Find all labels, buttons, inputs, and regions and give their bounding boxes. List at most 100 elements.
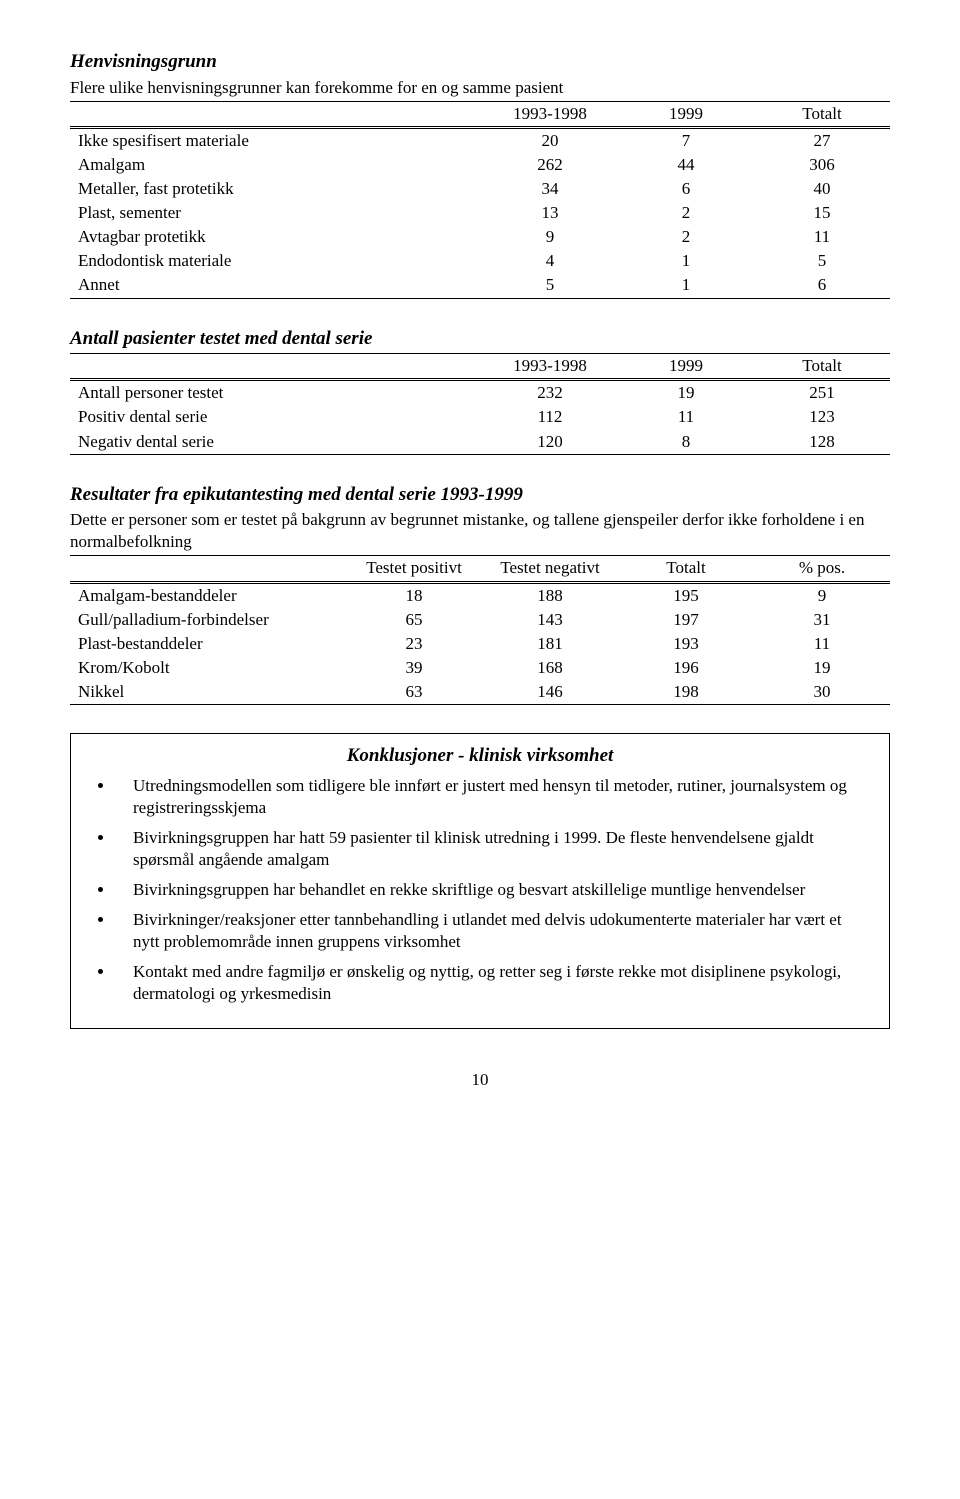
section3-intro: Dette er personer som er testet på bakgr…: [70, 509, 890, 553]
col-blank: [70, 101, 482, 127]
cell: 195: [618, 582, 754, 608]
cell: 2: [618, 225, 754, 249]
cell-label: Amalgam-bestanddeler: [70, 582, 346, 608]
table-row: Avtagbar protetikk9211: [70, 225, 890, 249]
table-row: Antall personer testet23219251: [70, 380, 890, 406]
cell: 18: [346, 582, 482, 608]
list-item: Utredningsmodellen som tidligere ble inn…: [115, 775, 871, 819]
cell: 198: [618, 680, 754, 705]
cell: 9: [754, 582, 890, 608]
cell-label: Nikkel: [70, 680, 346, 705]
table-row: Amalgam26244306: [70, 153, 890, 177]
conclusion-list: Utredningsmodellen som tidligere ble inn…: [89, 775, 871, 1006]
cell: 20: [482, 127, 618, 153]
cell: 146: [482, 680, 618, 705]
section3-title: Resultater fra epikutantesting med denta…: [70, 483, 890, 508]
cell: 2: [618, 201, 754, 225]
cell: 44: [618, 153, 754, 177]
cell: 1: [618, 249, 754, 273]
cell-label: Endodontisk materiale: [70, 249, 482, 273]
cell: 63: [346, 680, 482, 705]
table-row: Positiv dental serie11211123: [70, 405, 890, 429]
table-row: Amalgam-bestanddeler181881959: [70, 582, 890, 608]
cell: 112: [482, 405, 618, 429]
cell: 65: [346, 608, 482, 632]
cell: 8: [618, 430, 754, 455]
cell-label: Negativ dental serie: [70, 430, 482, 455]
col-h2: Testet negativt: [482, 556, 618, 582]
cell: 196: [618, 656, 754, 680]
cell: 4: [482, 249, 618, 273]
conclusion-title: Konklusjoner - klinisk virksomhet: [89, 744, 871, 769]
cell: 5: [482, 273, 618, 298]
cell: 15: [754, 201, 890, 225]
section1-intro: Flere ulike henvisningsgrunner kan forek…: [70, 77, 890, 99]
table-antall-pasienter: 1993-1998 1999 Totalt Antall personer te…: [70, 353, 890, 454]
cell-label: Annet: [70, 273, 482, 298]
cell: 306: [754, 153, 890, 177]
list-item: Bivirkningsgruppen har hatt 59 pasienter…: [115, 827, 871, 871]
cell-label: Metaller, fast protetikk: [70, 177, 482, 201]
table-row: Nikkel6314619830: [70, 680, 890, 705]
col-h1: 1993-1998: [482, 101, 618, 127]
table-row: Endodontisk materiale415: [70, 249, 890, 273]
cell: 39: [346, 656, 482, 680]
page-number: 10: [70, 1069, 890, 1091]
cell: 40: [754, 177, 890, 201]
col-h3: Totalt: [754, 101, 890, 127]
col-h2: 1999: [618, 101, 754, 127]
cell: 197: [618, 608, 754, 632]
cell: 11: [754, 632, 890, 656]
cell-label: Plast-bestanddeler: [70, 632, 346, 656]
col-h3: Totalt: [754, 354, 890, 380]
col-h4: % pos.: [754, 556, 890, 582]
cell: 7: [618, 127, 754, 153]
list-item: Bivirkningsgruppen har behandlet en rekk…: [115, 879, 871, 901]
cell-label: Krom/Kobolt: [70, 656, 346, 680]
col-blank: [70, 556, 346, 582]
section2-title: Antall pasienter testet med dental serie: [70, 327, 890, 352]
table-row: Annet516: [70, 273, 890, 298]
table-henvisningsgrunn: 1993-1998 1999 Totalt Ikke spesifisert m…: [70, 101, 890, 299]
cell: 143: [482, 608, 618, 632]
cell: 6: [754, 273, 890, 298]
cell-label: Antall personer testet: [70, 380, 482, 406]
col-h3: Totalt: [618, 556, 754, 582]
cell: 34: [482, 177, 618, 201]
cell: 31: [754, 608, 890, 632]
cell: 262: [482, 153, 618, 177]
col-h2: 1999: [618, 354, 754, 380]
cell: 1: [618, 273, 754, 298]
cell: 123: [754, 405, 890, 429]
cell: 6: [618, 177, 754, 201]
cell: 168: [482, 656, 618, 680]
cell: 120: [482, 430, 618, 455]
cell: 128: [754, 430, 890, 455]
col-blank: [70, 354, 482, 380]
conclusion-box: Konklusjoner - klinisk virksomhet Utredn…: [70, 733, 890, 1029]
table-row: Gull/palladium-forbindelser6514319731: [70, 608, 890, 632]
table-row: Krom/Kobolt3916819619: [70, 656, 890, 680]
cell: 30: [754, 680, 890, 705]
cell: 188: [482, 582, 618, 608]
list-item: Bivirkninger/reaksjoner etter tannbehand…: [115, 909, 871, 953]
col-h1: 1993-1998: [482, 354, 618, 380]
table-row: Plast, sementer13215: [70, 201, 890, 225]
section1-title: Henvisningsgrunn: [70, 50, 890, 75]
list-item: Kontakt med andre fagmiljø er ønskelig o…: [115, 961, 871, 1005]
cell: 11: [618, 405, 754, 429]
cell: 11: [754, 225, 890, 249]
table-row: Negativ dental serie1208128: [70, 430, 890, 455]
cell-label: Plast, sementer: [70, 201, 482, 225]
cell-label: Gull/palladium-forbindelser: [70, 608, 346, 632]
cell: 23: [346, 632, 482, 656]
cell: 251: [754, 380, 890, 406]
cell: 27: [754, 127, 890, 153]
cell-label: Positiv dental serie: [70, 405, 482, 429]
table-row: Ikke spesifisert materiale20727: [70, 127, 890, 153]
cell-label: Avtagbar protetikk: [70, 225, 482, 249]
cell: 193: [618, 632, 754, 656]
col-h1: Testet positivt: [346, 556, 482, 582]
table-resultater: Testet positivt Testet negativt Totalt %…: [70, 555, 890, 705]
cell: 9: [482, 225, 618, 249]
